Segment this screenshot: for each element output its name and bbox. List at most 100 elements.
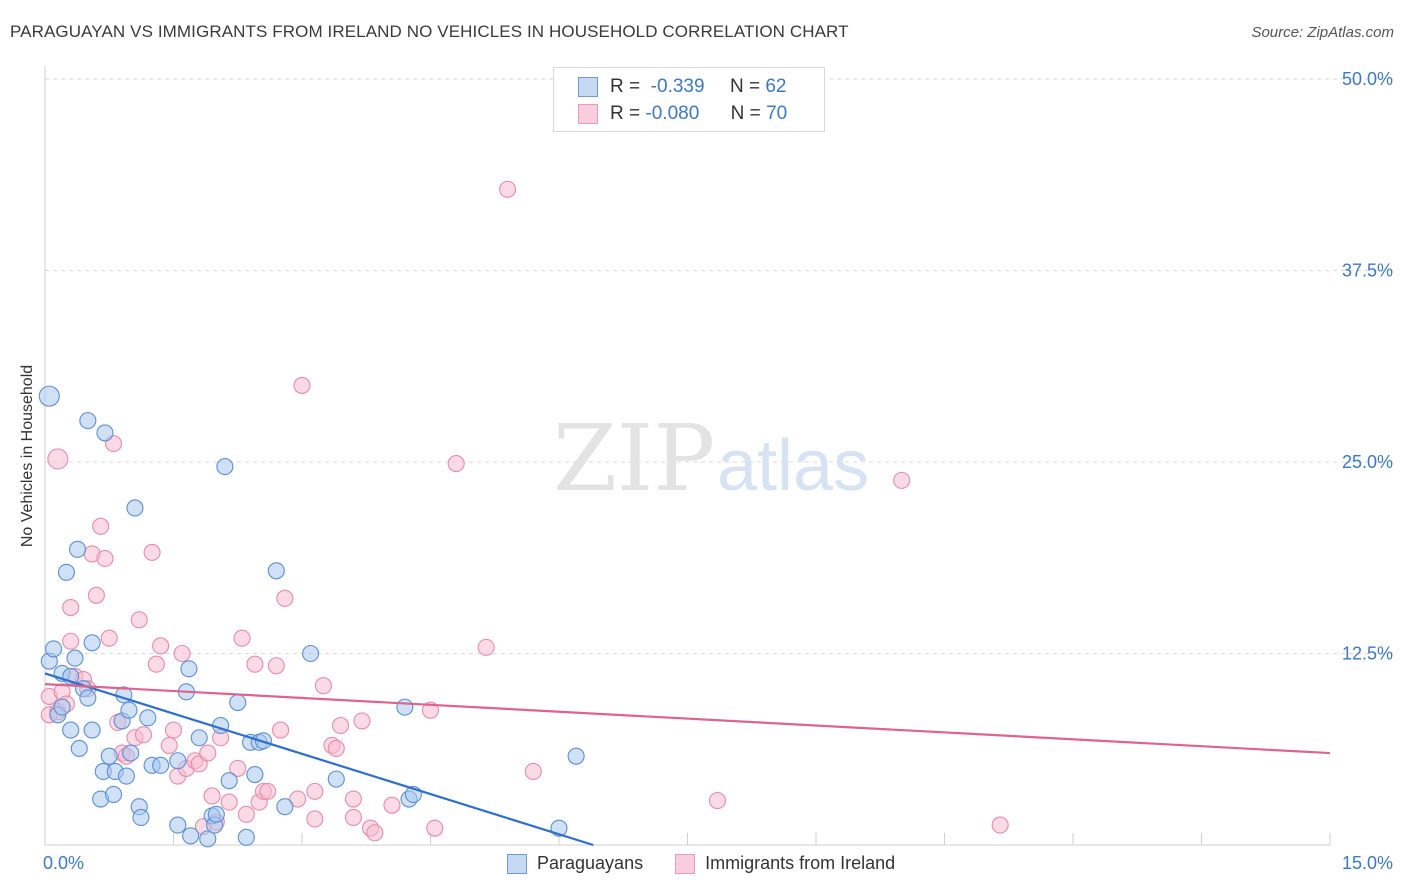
- point-paraguayans: [132, 808, 150, 826]
- point-paraguayans: [69, 540, 87, 558]
- source-label: Source: ZipAtlas.com: [1251, 24, 1394, 41]
- points: [38, 180, 1009, 848]
- point-paraguayans: [62, 721, 80, 739]
- point-paraguayans: [79, 412, 97, 430]
- point-paraguayans: [70, 739, 88, 758]
- point-ireland: [708, 792, 727, 810]
- point-ireland: [147, 655, 165, 673]
- point-ireland: [331, 716, 350, 735]
- point-ireland: [344, 790, 362, 808]
- legend-r-value: -0.339: [650, 76, 705, 97]
- point-paraguayans: [139, 709, 157, 727]
- point-paraguayans: [327, 770, 345, 788]
- tick-labels: 12.5% 25.0% 37.5% 50.0% 0.0% 15.0%: [43, 69, 1393, 873]
- point-ireland: [164, 721, 183, 739]
- point-paraguayans: [302, 644, 320, 663]
- legend-swatch-pink: [675, 853, 696, 874]
- point-ireland: [237, 805, 255, 823]
- point-paraguayans: [190, 729, 208, 747]
- point-paraguayans: [104, 785, 123, 803]
- point-ireland: [47, 448, 69, 470]
- legend-n-label: N =: [730, 103, 761, 124]
- trend-lines: [44, 672, 1331, 847]
- chart-title: PARAGUAYAN VS IMMIGRANTS FROM IRELAND NO…: [10, 22, 849, 41]
- point-ireland: [447, 454, 465, 473]
- legend-swatch-pink: [578, 104, 598, 124]
- point-paraguayans: [267, 562, 285, 580]
- point-ireland: [306, 782, 324, 800]
- point-ireland: [314, 677, 332, 695]
- point-paraguayans: [122, 744, 140, 762]
- point-paraguayans: [57, 563, 75, 581]
- legend-item-ireland: Immigrants from Ireland: [675, 853, 895, 874]
- point-paraguayans: [169, 752, 187, 770]
- point-ireland: [62, 598, 80, 617]
- point-ireland: [991, 816, 1009, 834]
- point-paraguayans: [38, 385, 60, 407]
- point-ireland: [92, 517, 110, 535]
- legend-item-paraguayans: Paraguayans: [507, 853, 643, 874]
- point-ireland: [499, 180, 517, 198]
- point-paraguayans: [207, 805, 225, 823]
- point-ireland: [306, 810, 324, 828]
- point-ireland: [199, 744, 217, 762]
- point-ireland: [426, 819, 444, 837]
- point-ireland: [229, 759, 247, 777]
- correlation-legend: R = -0.339 N = 62 R = -0.080 N = 70: [553, 67, 825, 132]
- point-ireland: [327, 739, 345, 758]
- point-ireland: [477, 638, 495, 656]
- legend-n-value: 70: [766, 103, 788, 124]
- legend-row-ireland: R = -0.080 N = 70: [578, 101, 787, 127]
- legend-r-value: -0.080: [645, 103, 700, 124]
- point-ireland: [276, 589, 294, 607]
- x-tick-label: 0.0%: [43, 853, 84, 873]
- point-paraguayans: [237, 828, 255, 846]
- point-paraguayans: [276, 798, 294, 816]
- point-paraguayans: [220, 772, 238, 790]
- point-ireland: [293, 376, 311, 394]
- series-legend: Paraguayans Immigrants from Ireland: [507, 853, 927, 874]
- point-paraguayans: [229, 693, 247, 712]
- point-ireland: [152, 637, 170, 655]
- legend-r-label: R =: [610, 76, 641, 97]
- point-ireland: [173, 644, 191, 663]
- legend-n-value: 62: [765, 76, 787, 97]
- point-paraguayans: [126, 499, 144, 517]
- legend-label-paraguayans: Paraguayans: [537, 853, 644, 873]
- watermark: ZIP atlas: [553, 405, 869, 512]
- point-paraguayans: [79, 689, 97, 707]
- watermark-zip: ZIP: [553, 405, 715, 512]
- point-paraguayans: [246, 765, 264, 784]
- point-paraguayans: [66, 649, 84, 667]
- legend-r-label: R =: [610, 103, 641, 124]
- legend-label-ireland: Immigrants from Ireland: [705, 853, 896, 873]
- trend-line-ireland: [44, 683, 1331, 755]
- point-ireland: [366, 824, 384, 842]
- point-paraguayans: [120, 701, 138, 719]
- point-ireland: [134, 726, 153, 744]
- point-ireland: [100, 629, 118, 647]
- point-paraguayans: [83, 634, 101, 652]
- point-paraguayans: [169, 816, 187, 834]
- point-paraguayans: [152, 756, 170, 774]
- point-ireland: [246, 655, 264, 673]
- y-tick-label: 12.5%: [1342, 644, 1393, 664]
- point-paraguayans: [83, 721, 101, 739]
- point-ireland: [62, 632, 80, 650]
- gridlines: [45, 78, 1395, 654]
- point-ireland: [289, 790, 307, 808]
- x-tick-label: 15.0%: [1342, 853, 1393, 873]
- point-ireland: [220, 793, 238, 811]
- legend-swatch-blue: [507, 853, 527, 874]
- legend-swatch-blue: [578, 77, 598, 97]
- point-ireland: [259, 782, 277, 800]
- point-ireland: [233, 629, 251, 647]
- point-ireland: [421, 701, 440, 719]
- point-paraguayans: [567, 747, 585, 765]
- point-paraguayans: [117, 767, 135, 785]
- point-ireland: [344, 808, 362, 826]
- legend-row-paraguayans: R = -0.339 N = 62: [578, 74, 786, 100]
- point-ireland: [353, 712, 371, 730]
- point-ireland: [203, 787, 221, 805]
